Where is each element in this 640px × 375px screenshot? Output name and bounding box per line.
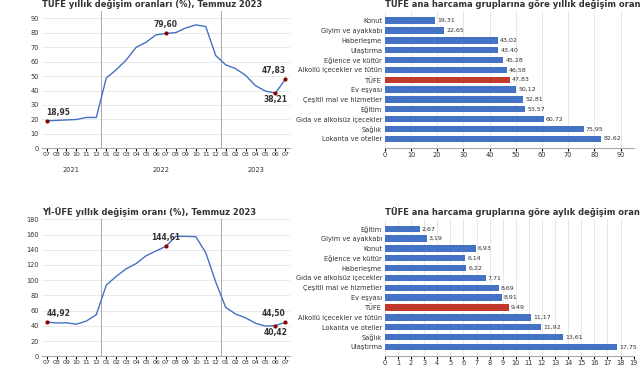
Text: Yİ-ÜFE yıllık değişim oranı (%), Temmuz 2023: Yİ-ÜFE yıllık değişim oranı (%), Temmuz … [42,207,256,217]
Bar [385,37,497,44]
Text: 19,31: 19,31 [437,18,455,23]
Bar [385,67,507,73]
Bar [385,86,516,93]
Text: 52,81: 52,81 [525,97,543,102]
Text: 53,57: 53,57 [527,107,545,112]
Bar [385,126,584,132]
Text: 44,92: 44,92 [47,309,70,318]
Bar [385,18,435,24]
Bar [385,334,563,340]
Bar [385,275,486,281]
Text: 45,28: 45,28 [506,57,523,63]
Text: 43,40: 43,40 [500,48,518,53]
Text: 22,65: 22,65 [446,28,464,33]
Text: 8,91: 8,91 [504,295,517,300]
Text: 82,62: 82,62 [603,136,621,141]
Bar [385,226,420,232]
Bar [385,106,525,112]
Text: 6,93: 6,93 [477,246,492,251]
Text: 75,95: 75,95 [586,126,604,131]
Bar [385,285,499,291]
Text: 2022: 2022 [152,167,170,173]
Text: TÜFE ana harcama gruplarına göre aylık değişim oranları (%), Temmuz 2023: TÜFE ana harcama gruplarına göre aylık d… [385,207,640,217]
Text: TÜFE ana harcama gruplarına göre yıllık değişim oranları (%), Temmuz 2023: TÜFE ana harcama gruplarına göre yıllık … [385,0,640,9]
Text: 44,50: 44,50 [262,309,285,318]
Text: 18,95: 18,95 [47,108,70,117]
Text: 50,12: 50,12 [518,87,536,92]
Text: 17,75: 17,75 [620,344,637,350]
Text: 40,42: 40,42 [264,328,287,337]
Bar [385,294,502,301]
Bar [385,96,523,103]
Text: 7,71: 7,71 [488,276,502,280]
Bar [385,57,504,63]
Text: 144,61: 144,61 [152,233,180,242]
Text: 79,60: 79,60 [154,20,178,29]
Bar [385,245,476,252]
Text: 60,72: 60,72 [546,117,564,122]
Text: 11,92: 11,92 [543,325,561,330]
Bar [385,116,544,122]
Text: 2023: 2023 [247,167,264,173]
Bar [385,236,427,242]
Bar [385,135,601,142]
Bar [385,76,510,83]
Bar [385,304,509,310]
Bar [385,324,541,330]
Bar [385,47,499,53]
Text: 8,69: 8,69 [500,285,515,290]
Text: 6,22: 6,22 [468,266,482,271]
Bar [385,314,531,321]
Text: 3,19: 3,19 [429,236,442,241]
Bar [385,255,465,261]
Bar [385,265,467,272]
Text: 47,83: 47,83 [261,66,285,75]
Text: 2,67: 2,67 [422,226,436,231]
Text: 6,14: 6,14 [467,256,481,261]
Text: 47,83: 47,83 [512,77,530,82]
Text: 13,61: 13,61 [565,334,582,339]
Bar [385,344,617,350]
Text: 38,21: 38,21 [264,95,287,104]
Text: 9,49: 9,49 [511,305,525,310]
Text: 46,58: 46,58 [509,68,527,72]
Text: 2021: 2021 [63,167,80,173]
Bar [385,27,444,34]
Text: 11,17: 11,17 [533,315,550,320]
Text: TÜFE yıllık değişim oranları (%), Temmuz 2023: TÜFE yıllık değişim oranları (%), Temmuz… [42,0,262,9]
Text: 43,02: 43,02 [499,38,517,43]
